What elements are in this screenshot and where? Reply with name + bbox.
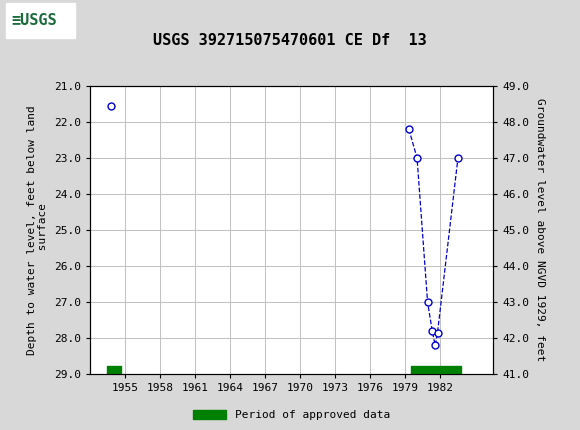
Y-axis label: Groundwater level above NGVD 1929, feet: Groundwater level above NGVD 1929, feet xyxy=(535,98,545,362)
Y-axis label: Depth to water level, feet below land
 surface: Depth to water level, feet below land su… xyxy=(27,105,48,355)
Text: USGS 392715075470601 CE Df  13: USGS 392715075470601 CE Df 13 xyxy=(153,34,427,48)
Text: ≡USGS: ≡USGS xyxy=(12,13,57,28)
FancyBboxPatch shape xyxy=(6,3,75,37)
Legend: Period of approved data: Period of approved data xyxy=(188,405,394,425)
